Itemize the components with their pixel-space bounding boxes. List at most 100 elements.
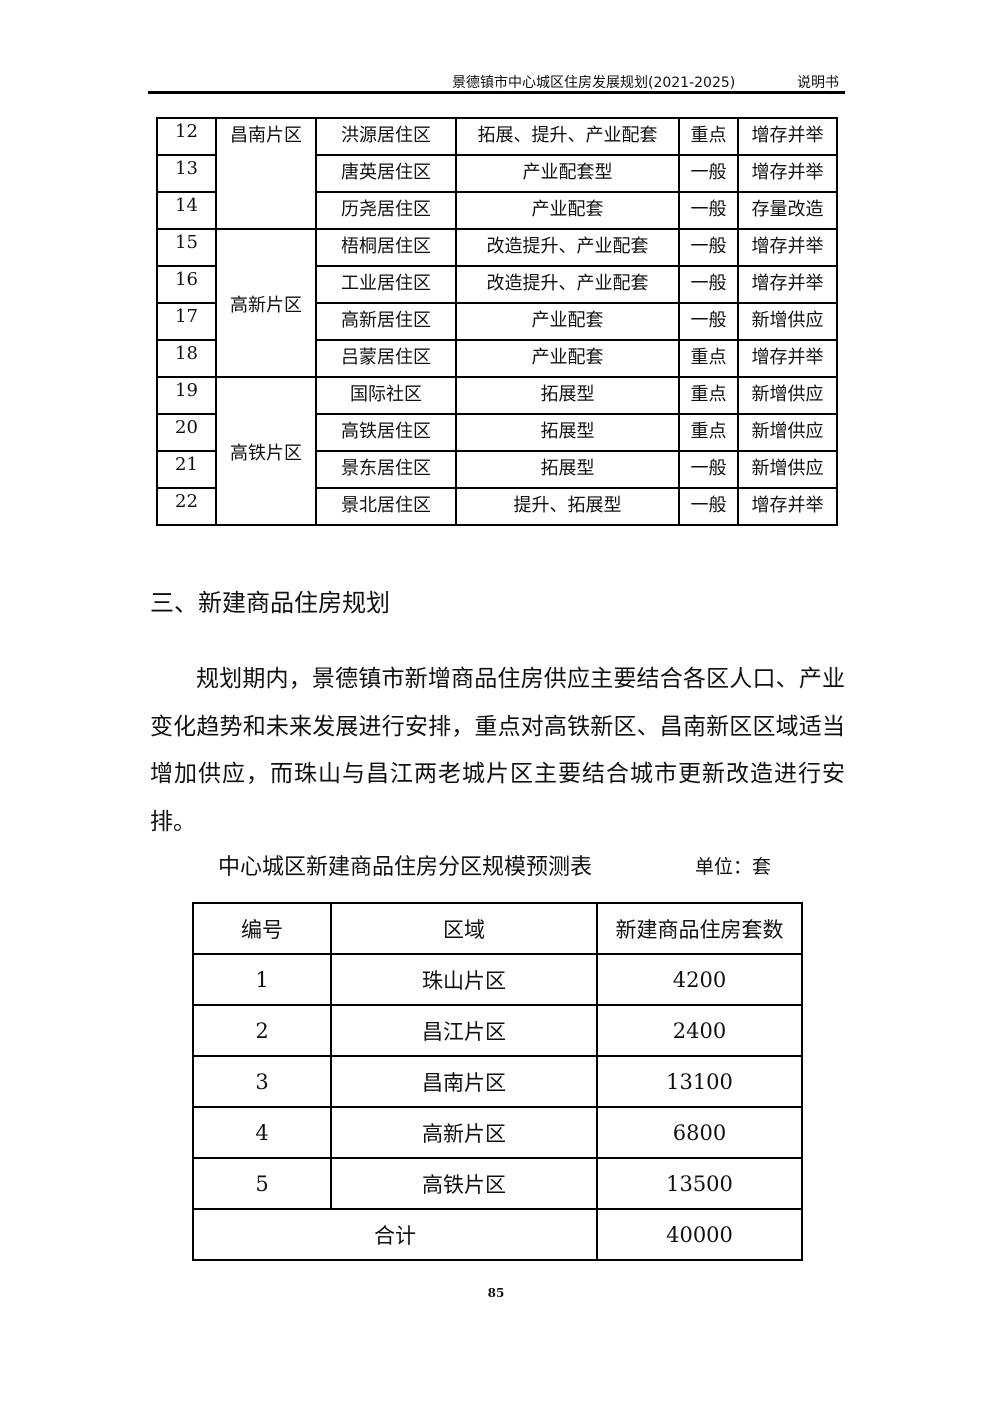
row-number: 15 [156, 228, 217, 267]
table-unit: 单位：套 [695, 856, 772, 878]
region-cell: 昌江片区 [330, 1004, 598, 1057]
row-number: 12 [156, 117, 217, 156]
row-number: 20 [156, 413, 217, 452]
level-cell: 重点 [678, 413, 739, 452]
table-row: 20 高铁居住区 拓展型 重点 新增供应 [156, 413, 838, 452]
region-cell: 高新片区 [330, 1106, 598, 1159]
mode-cell: 增存并举 [737, 265, 838, 304]
level-cell: 一般 [678, 265, 739, 304]
type-cell: 产业配套 [455, 191, 680, 230]
mode-cell: 新增供应 [737, 450, 838, 489]
no-cell: 5 [192, 1157, 332, 1210]
area-cell: 景东居住区 [315, 450, 457, 489]
type-cell: 拓展型 [455, 450, 680, 489]
header-rule [148, 91, 845, 94]
table-row: 2 昌江片区 2400 [192, 1004, 803, 1057]
type-cell: 拓展、提升、产业配套 [455, 117, 680, 156]
row-number: 19 [156, 376, 217, 415]
residential-area-table: 12 昌南片区 洪源居住区 拓展、提升、产业配套 重点 增存并举 13 唐英居住区 产业配套型一… [156, 117, 838, 526]
housing-forecast-table: 编号 区域 新建商品住房套数 1 珠山片区 4200 2 昌江片区 2400 3 昌南片区 13… [192, 902, 803, 1261]
region-cell: 昌南片区 [330, 1055, 598, 1108]
type-cell: 改造提升、产业配套 [455, 228, 680, 267]
region-cell: 珠山片区 [330, 953, 598, 1006]
no-cell: 1 [192, 953, 332, 1006]
area-cell: 吕蒙居住区 [315, 339, 457, 378]
table-caption: 中心城区新建商品住房分区规模预测表 [218, 855, 593, 880]
area-cell: 景北居住区 [315, 487, 457, 526]
table-row: 16 工业居住区 改造提升、产业配套 一般 增存并举 [156, 265, 838, 304]
page-number: 85 [487, 1286, 505, 1300]
type-cell: 产业配套型 [455, 154, 680, 193]
area-cell: 梧桐居住区 [315, 228, 457, 267]
count-cell: 6800 [596, 1106, 803, 1159]
level-cell: 重点 [678, 376, 739, 415]
level-cell: 重点 [678, 339, 739, 378]
region-cell: 昌南片区 [215, 117, 317, 230]
header-title: 景德镇市中心城区住房发展规划(2021-2025) [452, 75, 736, 91]
level-cell: 重点 [678, 117, 739, 156]
table-row: 22 景北居住区 提升、拓展型 一般 增存并举 [156, 487, 838, 526]
row-number: 22 [156, 487, 217, 526]
count-cell: 13100 [596, 1055, 803, 1108]
type-cell: 产业配套 [455, 339, 680, 378]
header-doc-type: 说明书 [797, 75, 839, 91]
region-cell: 高新片区 [215, 228, 317, 378]
row-number: 21 [156, 450, 217, 489]
type-cell: 提升、拓展型 [455, 487, 680, 526]
row-number: 14 [156, 191, 217, 230]
area-cell: 工业居住区 [315, 265, 457, 304]
no-cell: 2 [192, 1004, 332, 1057]
total-label: 合计 [192, 1208, 598, 1261]
total-value: 40000 [596, 1208, 803, 1261]
table-header-row: 编号 区域 新建商品住房套数 [192, 902, 803, 955]
mode-cell: 增存并举 [737, 339, 838, 378]
area-cell: 高铁居住区 [315, 413, 457, 452]
table-row: 13 唐英居住区 产业配套型 一般 增存并举 [156, 154, 838, 193]
header-cell: 新建商品住房套数 [596, 902, 803, 955]
type-cell: 改造提升、产业配套 [455, 265, 680, 304]
type-cell: 产业配套 [455, 302, 680, 341]
row-number: 17 [156, 302, 217, 341]
mode-cell: 增存并举 [737, 487, 838, 526]
mode-cell: 新增供应 [737, 413, 838, 452]
table-row: 12 昌南片区 洪源居住区 拓展、提升、产业配套 重点 增存并举 [156, 117, 838, 230]
header-cell: 区域 [330, 902, 598, 955]
region-cell: 高铁片区 [330, 1157, 598, 1210]
level-cell: 一般 [678, 154, 739, 193]
mode-cell: 增存并举 [737, 228, 838, 267]
mode-cell: 增存并举 [737, 117, 838, 156]
table-row: 3 昌南片区 13100 [192, 1055, 803, 1108]
level-cell: 一般 [678, 302, 739, 341]
section-heading: 三、新建商品住房规划 [150, 589, 390, 617]
count-cell: 2400 [596, 1004, 803, 1057]
table-row: 21 景东居住区 拓展型 一般 新增供应 [156, 450, 838, 489]
section-paragraph: 规划期内，景德镇市新增商品住房供应主要结合各区人口、产业变化趋势和未来发展进行安… [150, 666, 845, 835]
mode-cell: 存量改造 [737, 191, 838, 230]
area-cell: 唐英居住区 [315, 154, 457, 193]
area-cell: 国际社区 [315, 376, 457, 415]
total-row: 合计 40000 [192, 1208, 803, 1261]
type-cell: 拓展型 [455, 376, 680, 415]
count-cell: 13500 [596, 1157, 803, 1210]
type-cell: 拓展型 [455, 413, 680, 452]
level-cell: 一般 [678, 228, 739, 267]
area-cell: 高新居住区 [315, 302, 457, 341]
table-row: 5 高铁片区 13500 [192, 1157, 803, 1210]
level-cell: 一般 [678, 487, 739, 526]
area-cell: 洪源居住区 [315, 117, 457, 156]
mode-cell: 增存并举 [737, 154, 838, 193]
header-cell: 编号 [192, 902, 332, 955]
table-row: 4 高新片区 6800 [192, 1106, 803, 1159]
table-row: 1 珠山片区 4200 [192, 953, 803, 1006]
table-row: 15 高新片区 梧桐居住区 改造提升、产业配套 一般 增存并举 [156, 228, 838, 378]
row-number: 13 [156, 154, 217, 193]
table-row: 17 高新居住区 产业配套 一般 新增供应 [156, 302, 838, 341]
table-row: 18 吕蒙居住区 产业配套 重点 增存并举 [156, 339, 838, 378]
row-number: 16 [156, 265, 217, 304]
area-cell: 历尧居住区 [315, 191, 457, 230]
table-row: 14 历尧居住区 产业配套 一般 存量改造 [156, 191, 838, 230]
level-cell: 一般 [678, 450, 739, 489]
region-cell: 高铁片区 [215, 376, 317, 526]
mode-cell: 新增供应 [737, 376, 838, 415]
